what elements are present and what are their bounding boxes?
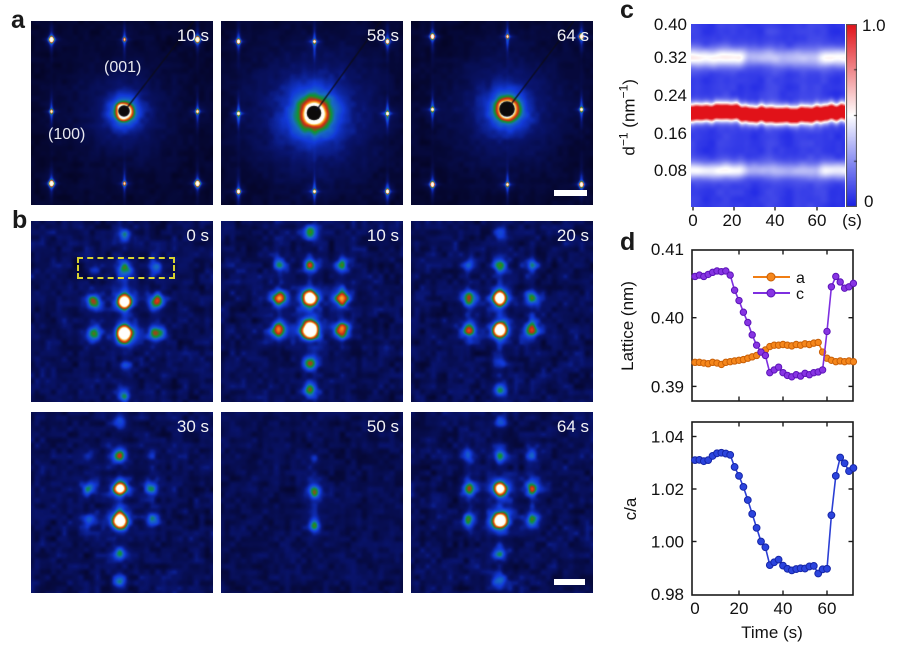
svg-text:0.40: 0.40 [651,309,684,328]
svg-text:1.04: 1.04 [651,428,684,447]
svg-text:0.39: 0.39 [651,377,684,396]
svg-text:1.00: 1.00 [651,533,684,552]
svg-text:c: c [796,286,804,303]
svg-text:0.98: 0.98 [651,585,684,604]
svg-text:c/a: c/a [621,497,640,520]
svg-text:a: a [796,270,805,287]
svg-text:0: 0 [690,599,699,618]
svg-text:1.02: 1.02 [651,480,684,499]
svg-text:Time (s): Time (s) [741,623,803,642]
svg-text:0.41: 0.41 [651,240,684,259]
svg-text:60: 60 [818,599,837,618]
svg-text:Lattice (nm): Lattice (nm) [618,281,637,371]
svg-text:20: 20 [730,599,749,618]
svg-text:40: 40 [774,599,793,618]
